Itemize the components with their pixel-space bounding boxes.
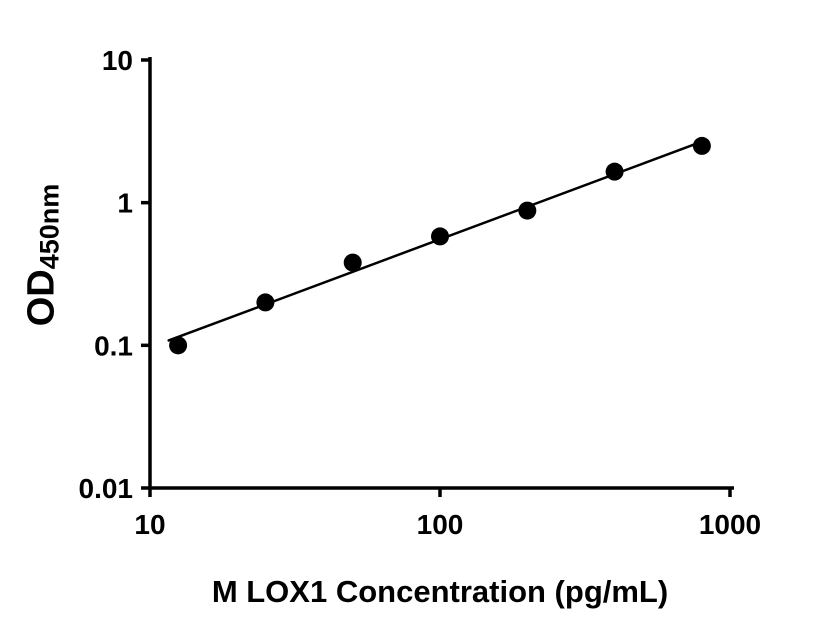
axis-lines — [148, 57, 734, 490]
x-tick-label: 1000 — [699, 509, 761, 540]
y-axis-title: OD450nm — [20, 183, 65, 327]
y-axis-title-main: OD — [20, 269, 63, 327]
y-tick-label: 0.01 — [79, 473, 134, 504]
y-tick-label: 1 — [117, 188, 133, 219]
data-point — [431, 227, 449, 246]
y-tick-label: 10 — [102, 45, 133, 76]
data-point — [518, 201, 537, 220]
x-tick-label: 100 — [417, 509, 464, 540]
data-point — [343, 253, 362, 272]
data-point — [256, 293, 275, 312]
data-point — [605, 162, 624, 181]
data-point — [169, 336, 188, 355]
data-point — [692, 136, 711, 155]
y-axis-title-subscript: 450nm — [34, 183, 65, 270]
y-tick-label: 0.1 — [94, 330, 133, 361]
x-tick-label: 10 — [134, 509, 165, 540]
x-axis-title: M LOX1 Concentration (pg/mL) — [211, 574, 669, 609]
